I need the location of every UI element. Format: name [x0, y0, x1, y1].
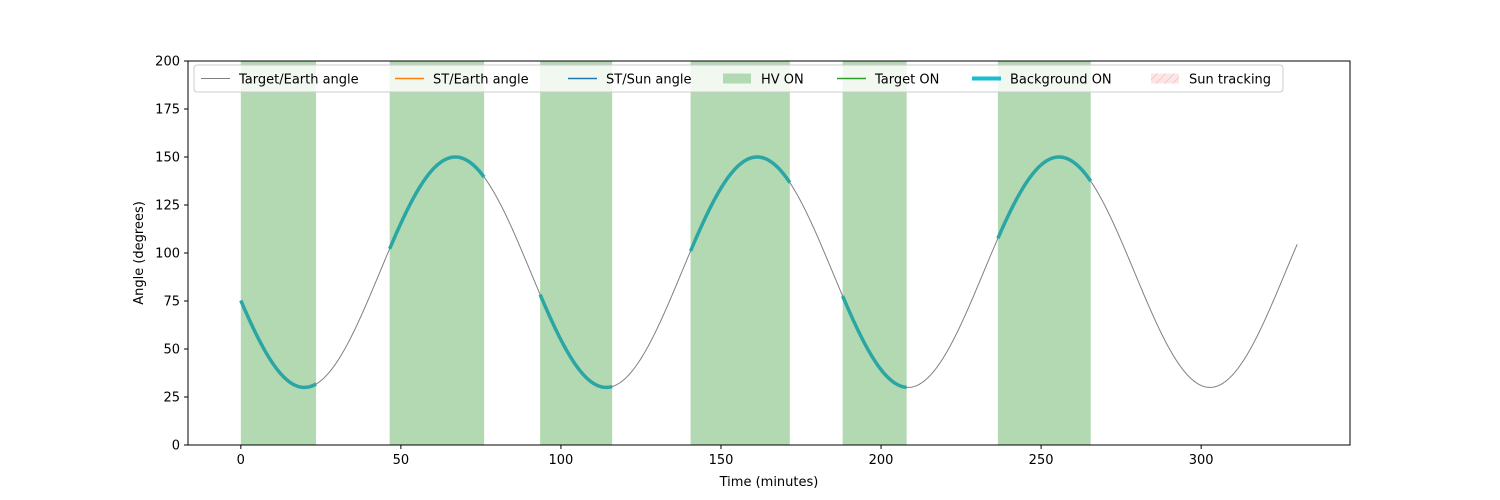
legend-entry: Sun tracking [1151, 73, 1271, 88]
background-on-segment [841, 295, 907, 390]
y-tick-label: 75 [163, 295, 180, 310]
legend-patch-swatch [723, 73, 751, 84]
legend-label: Target/Earth angle [238, 73, 359, 88]
axis-ticks: 0 50 100 150 200 250 300 0 25 50 75 100 125 150 175 200 [155, 55, 1213, 469]
x-tick-label: 300 [1189, 453, 1214, 468]
y-tick-label: 125 [155, 199, 180, 214]
y-tick-label: 0 [172, 439, 180, 454]
legend-entry: Target ON [837, 73, 939, 88]
hv-on-band [540, 61, 613, 445]
x-tick-label: 200 [869, 453, 894, 468]
background-on-segment [996, 155, 1093, 240]
legend-label: ST/Sun angle [606, 73, 692, 88]
x-tick-label: 0 [237, 453, 245, 468]
y-axis-label: Angle (degrees) [132, 201, 147, 305]
y-tick-label: 25 [163, 391, 180, 406]
hv-on-band [842, 61, 907, 445]
series-lines [239, 155, 1298, 390]
background-on-segment [388, 155, 486, 250]
legend-label: Target ON [874, 73, 939, 88]
y-tick-label: 175 [155, 103, 180, 118]
x-tick-label: 50 [393, 453, 410, 468]
x-axis-label: Time (minutes) [719, 475, 819, 490]
hv-on-band [389, 61, 485, 445]
y-tick-label: 50 [163, 343, 180, 358]
legend-hatch-swatch [1151, 73, 1179, 84]
legend-entry: ST/Sun angle [568, 73, 692, 88]
hv-on-band [690, 61, 790, 445]
legend-label: Background ON [1010, 73, 1112, 88]
legend: Target/Earth angle ST/Earth angle ST/Sun a… [193, 64, 1284, 93]
hv-on-bands [240, 61, 1091, 445]
y-tick-label: 100 [155, 247, 180, 262]
x-tick-label: 250 [1029, 453, 1054, 468]
legend-entry: Background ON [972, 73, 1112, 88]
legend-label: Sun tracking [1189, 73, 1271, 88]
background-on-segment [688, 155, 792, 252]
hv-on-band [997, 61, 1091, 445]
background-on-segment [239, 299, 317, 390]
legend-label: HV ON [761, 73, 804, 88]
legend-entry: HV ON [723, 73, 804, 88]
background-on-segment [538, 293, 613, 390]
legend-label: ST/Earth angle [433, 73, 529, 88]
y-tick-label: 150 [155, 151, 180, 166]
legend-entry: Target/Earth angle [201, 73, 359, 88]
y-tick-label: 200 [155, 55, 180, 70]
x-tick-label: 150 [709, 453, 734, 468]
x-tick-label: 100 [549, 453, 574, 468]
legend-entry: ST/Earth angle [395, 73, 529, 88]
hv-on-band [240, 61, 317, 445]
